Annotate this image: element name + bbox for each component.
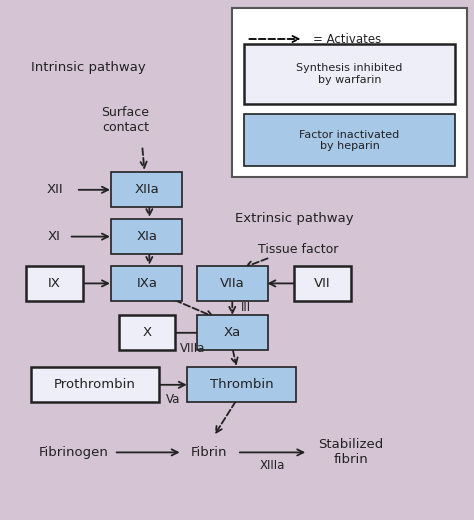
Text: IX: IX xyxy=(48,277,61,290)
FancyBboxPatch shape xyxy=(26,266,83,301)
FancyBboxPatch shape xyxy=(111,266,182,301)
Text: X: X xyxy=(142,327,152,340)
Text: Fibrinogen: Fibrinogen xyxy=(38,446,109,459)
Text: VIIa: VIIa xyxy=(220,277,245,290)
Text: XIa: XIa xyxy=(137,230,157,243)
FancyBboxPatch shape xyxy=(197,266,268,301)
FancyBboxPatch shape xyxy=(111,219,182,254)
Text: Thrombin: Thrombin xyxy=(210,378,273,391)
Text: VII: VII xyxy=(314,277,331,290)
FancyBboxPatch shape xyxy=(294,266,351,301)
Text: IXa: IXa xyxy=(137,277,157,290)
Text: XIIIa: XIIIa xyxy=(260,459,285,472)
Text: Tissue factor: Tissue factor xyxy=(258,243,339,256)
Text: Factor inactivated
by heparin: Factor inactivated by heparin xyxy=(300,129,400,151)
FancyBboxPatch shape xyxy=(111,172,182,207)
Text: = Activates: = Activates xyxy=(313,33,381,46)
FancyBboxPatch shape xyxy=(244,44,455,104)
Text: XIIa: XIIa xyxy=(135,184,159,196)
Text: XI: XI xyxy=(48,230,61,243)
Text: Xa: Xa xyxy=(224,327,241,340)
Text: Surface
contact: Surface contact xyxy=(101,106,150,134)
Text: Extrinsic pathway: Extrinsic pathway xyxy=(235,212,353,225)
Text: XII: XII xyxy=(46,184,63,196)
Text: Stabilized
fibrin: Stabilized fibrin xyxy=(318,438,383,466)
Text: Intrinsic pathway: Intrinsic pathway xyxy=(31,61,146,74)
FancyBboxPatch shape xyxy=(232,8,467,177)
Text: III: III xyxy=(240,301,251,314)
Text: VIIIa: VIIIa xyxy=(180,342,205,355)
FancyBboxPatch shape xyxy=(187,367,296,402)
Text: Prothrombin: Prothrombin xyxy=(54,378,136,391)
Text: Va: Va xyxy=(166,393,180,406)
FancyBboxPatch shape xyxy=(197,315,268,350)
FancyBboxPatch shape xyxy=(244,114,455,166)
FancyBboxPatch shape xyxy=(31,367,159,402)
Text: Fibrin: Fibrin xyxy=(190,446,227,459)
Text: Synthesis inhibited
by warfarin: Synthesis inhibited by warfarin xyxy=(296,63,403,85)
FancyBboxPatch shape xyxy=(118,315,175,350)
